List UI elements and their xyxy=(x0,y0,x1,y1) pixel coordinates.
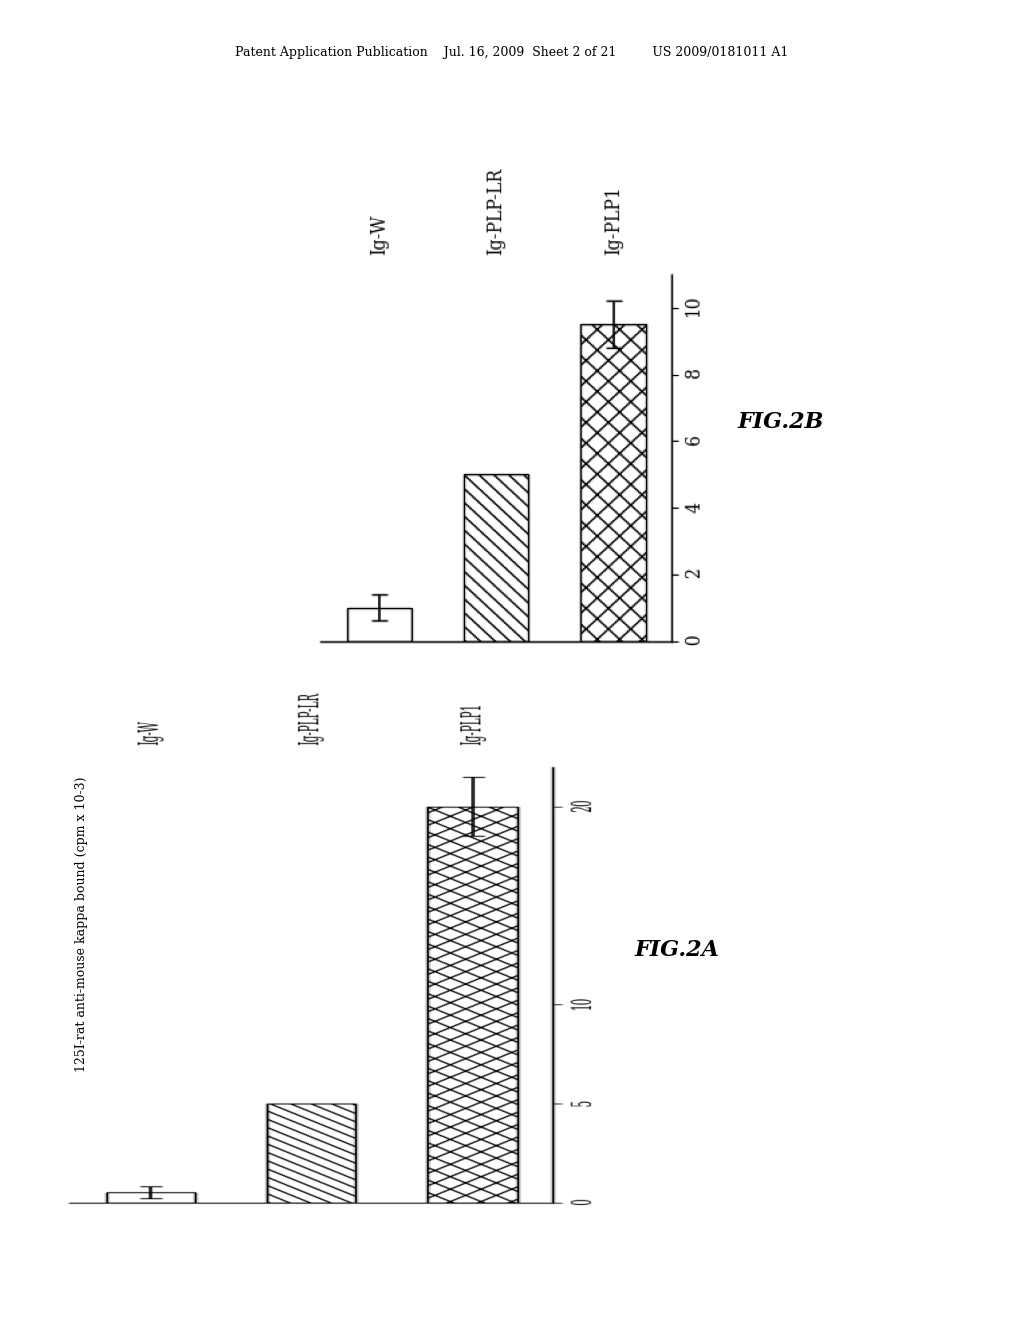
Text: FIG.2B: FIG.2B xyxy=(737,412,823,433)
Text: 125I-rat anti-mouse kappa bound (cpm x 10-3): 125I-rat anti-mouse kappa bound (cpm x 1… xyxy=(76,776,88,1072)
Text: FIG.2A: FIG.2A xyxy=(635,940,720,961)
Text: Patent Application Publication    Jul. 16, 2009  Sheet 2 of 21         US 2009/0: Patent Application Publication Jul. 16, … xyxy=(236,46,788,59)
